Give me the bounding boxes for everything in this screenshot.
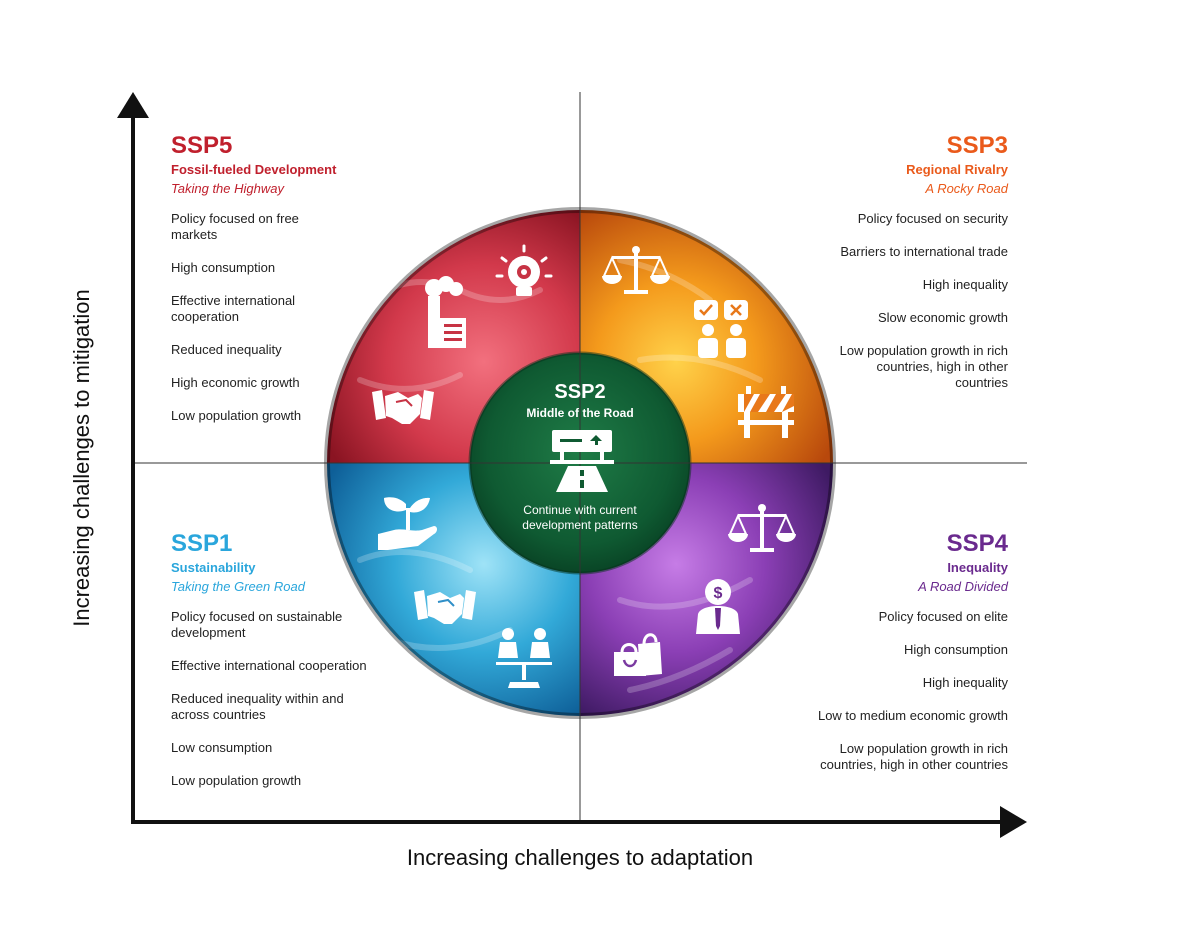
ssp1-list: Policy focused on sustainable developmen… bbox=[171, 609, 386, 789]
list-item: Low to medium economic growth bbox=[768, 708, 1008, 724]
y-axis-arrow-icon bbox=[117, 92, 149, 118]
list-item: Low population growth bbox=[171, 773, 386, 789]
ssp2-name: Middle of the Road bbox=[470, 406, 690, 420]
list-item: Policy focused on security bbox=[768, 211, 1008, 227]
ssp3-panel: SSP3 Regional Rivalry A Rocky Road Polic… bbox=[768, 133, 1008, 408]
list-item: Reduced inequality bbox=[171, 342, 386, 358]
ssp5-name: Fossil-fueled Development bbox=[171, 162, 386, 178]
ssp4-name: Inequality bbox=[768, 560, 1008, 576]
ssp4-panel: SSP4 Inequality A Road Divided Policy fo… bbox=[768, 531, 1008, 790]
y-axis-label: Increasing challenges to mitigation bbox=[69, 289, 95, 627]
list-item: Effective international cooperation bbox=[171, 293, 321, 325]
ssp1-name: Sustainability bbox=[171, 560, 386, 576]
list-item: Low population growth in rich countries,… bbox=[798, 741, 1008, 773]
list-item: High consumption bbox=[768, 642, 1008, 658]
ssp5-panel: SSP5 Fossil-fueled Development Taking th… bbox=[171, 133, 386, 441]
ssp4-list: Policy focused on elite High consumption… bbox=[768, 609, 1008, 773]
ssp3-tagline: A Rocky Road bbox=[768, 181, 1008, 197]
list-item: High economic growth bbox=[171, 375, 386, 391]
ssp4-title: SSP4 bbox=[768, 531, 1008, 557]
list-item: Reduced inequality within and across cou… bbox=[171, 691, 361, 723]
list-item: Policy focused on elite bbox=[768, 609, 1008, 625]
ssp5-title: SSP5 bbox=[171, 133, 386, 159]
ssp5-list: Policy focused on free markets High cons… bbox=[171, 211, 386, 424]
ssp3-name: Regional Rivalry bbox=[768, 162, 1008, 178]
list-item: Policy focused on free markets bbox=[171, 211, 321, 243]
list-item: High inequality bbox=[768, 675, 1008, 691]
list-item: Low population growth in rich countries,… bbox=[828, 343, 1008, 391]
list-item: Policy focused on sustainable developmen… bbox=[171, 609, 386, 641]
list-item: Effective international cooperation bbox=[171, 658, 386, 674]
ssp1-title: SSP1 bbox=[171, 531, 386, 557]
ssp5-tagline: Taking the Highway bbox=[171, 181, 386, 197]
x-axis-label: Increasing challenges to adaptation bbox=[407, 845, 753, 871]
list-item: Low consumption bbox=[171, 740, 386, 756]
list-item: Slow economic growth bbox=[768, 310, 1008, 326]
ssp4-tagline: A Road Divided bbox=[768, 579, 1008, 595]
ssp3-list: Policy focused on security Barriers to i… bbox=[768, 211, 1008, 391]
ssp1-tagline: Taking the Green Road bbox=[171, 579, 386, 595]
list-item: Barriers to international trade bbox=[768, 244, 1008, 260]
list-item: Low population growth bbox=[171, 408, 386, 424]
list-item: High consumption bbox=[171, 260, 386, 276]
handshake-icon bbox=[414, 590, 476, 624]
list-item: High inequality bbox=[768, 277, 1008, 293]
svg-text:$: $ bbox=[714, 585, 723, 602]
ssp2-description: Continue with current development patter… bbox=[495, 503, 665, 533]
x-axis-arrow-icon bbox=[1000, 806, 1027, 838]
ssp2-title: SSP2 bbox=[470, 381, 690, 403]
ssp3-title: SSP3 bbox=[768, 133, 1008, 159]
ssp1-panel: SSP1 Sustainability Taking the Green Roa… bbox=[171, 531, 386, 806]
